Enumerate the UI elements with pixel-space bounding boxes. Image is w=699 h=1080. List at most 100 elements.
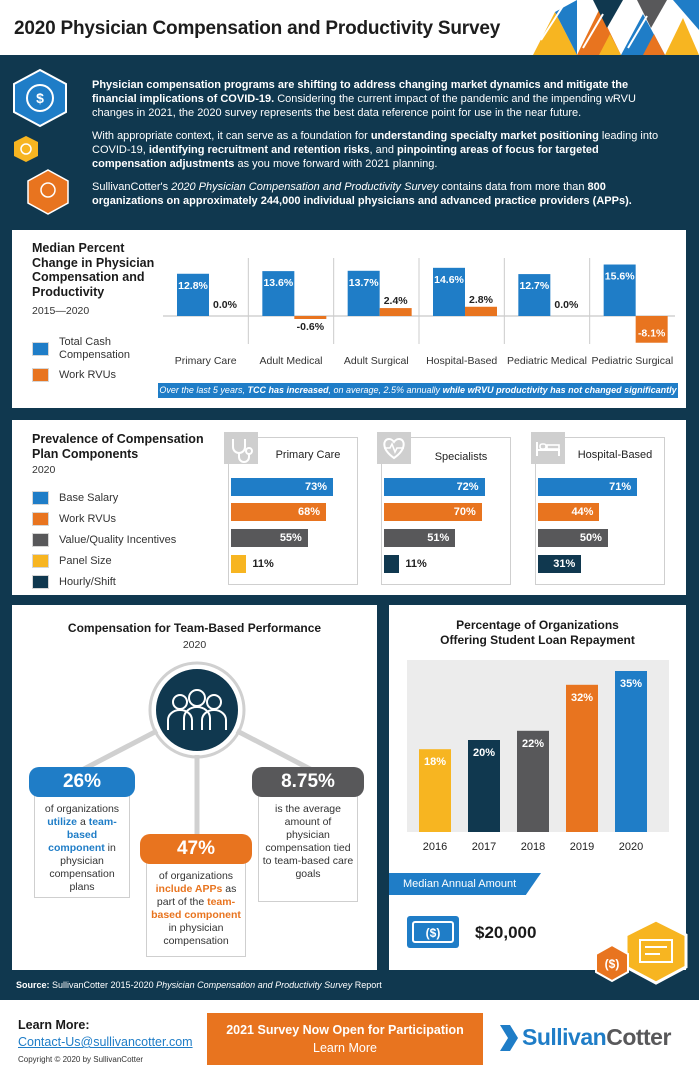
source-note: Source: SullivanCotter 2015-2020 Physici… [16, 980, 382, 990]
category-label: Hospital-Based [426, 355, 497, 367]
legend-swatch-blue [32, 342, 49, 356]
intro-text: Physician compensation programs are shif… [92, 78, 672, 217]
loan-bar [566, 684, 598, 832]
prevalence-bar-label: 11% [252, 558, 274, 570]
wrvu-label: 0.0% [554, 299, 579, 311]
team-connector-lines [80, 661, 314, 838]
prevalence-heading: Prevalence of Compensation Plan Componen… [32, 432, 204, 461]
stethoscope-icon [224, 432, 258, 464]
legend-work-rvus-2: Work RVUs [32, 508, 176, 529]
learn-more-label: Learn More: [18, 1018, 90, 1032]
tcc-label: 12.7% [519, 280, 549, 292]
loan-year-label: 2016 [423, 841, 447, 853]
stat1-card [34, 780, 130, 898]
contact-email-link[interactable]: Contact-Us@sullivancotter.com [18, 1035, 193, 1049]
money-icon: ($) [407, 916, 459, 948]
svg-text:$: $ [36, 90, 44, 106]
loan-bar [419, 749, 451, 832]
heart-pulse-icon [377, 432, 411, 464]
prevalence-bar: 51% [384, 529, 456, 547]
loan-bar [468, 740, 500, 832]
loan-year-label: 2020 [619, 841, 643, 853]
copyright: Copyright © 2020 by SullivanCotter [18, 1055, 144, 1064]
loan-bar-label: 22% [522, 738, 544, 750]
category-label: Pediatric Surgical [591, 355, 673, 367]
loan-bar-label: 18% [424, 756, 446, 768]
legend-swatch-orange [32, 368, 49, 382]
prevalence-bar: 31% [538, 555, 582, 573]
primary-care-title: Primary Care [275, 449, 341, 461]
tcc-label: 13.7% [349, 277, 379, 289]
prevalence-bar-label: 11% [405, 558, 427, 570]
loan-year-label: 2017 [472, 841, 496, 853]
team-year: 2020 [182, 639, 207, 651]
prevalence-bar: 55% [231, 529, 308, 547]
loan-chart: 18% 2016 20% 2017 22% 2018 32% 2019 35% 2020 [407, 660, 669, 853]
median-footnote-banner: Over the last 5 years, TCC has increased… [158, 383, 678, 398]
tcc-label: 14.6% [434, 274, 464, 286]
tcc-bar [262, 271, 295, 316]
legend-base-salary: Base Salary [32, 487, 176, 508]
survey-cta-button[interactable]: 2021 Survey Now Open for Participation L… [207, 1013, 483, 1065]
median-chart-years: 2015—2020 [32, 305, 90, 317]
loan-heading: Percentage of Organizations Offering Stud… [440, 618, 635, 647]
prevalence-bar: 73% [231, 478, 333, 496]
loan-year-label: 2018 [521, 841, 545, 853]
care-team-icon [167, 689, 227, 730]
wrvu-bar [465, 306, 497, 316]
wrvu-bar [379, 308, 412, 316]
category-label: Primary Care [175, 355, 237, 367]
prevalence-legend: Base Salary Work RVUs Value/Quality Ince… [32, 487, 176, 592]
tcc-label: 12.8% [178, 280, 208, 292]
stat3-card [258, 780, 358, 902]
intro-paragraph-2: With appropriate context, it can serve a… [92, 130, 659, 170]
prevalence-bar [384, 555, 400, 573]
median-change-chart: 12.8% 0.0% Primary Care 13.6% -0.6% Adult Med… [163, 258, 675, 367]
hospital-based-title: Hospital-Based [577, 449, 653, 461]
median-change-panel [12, 230, 686, 408]
loan-bar-label: 32% [571, 692, 593, 704]
legend-total-cash: Total Cash Compensation [32, 336, 162, 362]
certificate-icon: ($) [595, 918, 688, 985]
stat2-desc: of organizations include APPs as part of… [151, 870, 241, 947]
prevalence-bar: 68% [231, 503, 326, 521]
wrvu-label: -8.1% [638, 328, 666, 340]
wrvu-label: 2.8% [469, 294, 494, 306]
hospital-bed-icon [531, 432, 565, 464]
tcc-bar [347, 270, 380, 316]
legend-hourly-shift: Hourly/Shift [32, 571, 176, 592]
median-annual-value: $20,000 [475, 923, 537, 942]
tcc-label: 15.6% [605, 271, 635, 283]
median-chart-heading: Median Percent Change in Physician Compe… [32, 241, 155, 299]
svg-text:($): ($) [426, 926, 441, 940]
wrvu-bar [635, 316, 668, 343]
category-label: Adult Medical [259, 355, 322, 367]
prevalence-bar: 44% [538, 503, 600, 521]
prevalence-year: 2020 [32, 464, 56, 476]
loan-bar-label: 35% [620, 678, 642, 690]
wrvu-label: 2.4% [384, 295, 409, 307]
loan-bar [517, 730, 549, 832]
tcc-bar [433, 267, 465, 316]
specialists-title: Specialists [434, 451, 488, 463]
stat2-value: 47% [140, 834, 252, 864]
team-heading: Compensation for Team-Based Performance [67, 621, 322, 635]
sullivancotter-logo: SullivanCotter [522, 1024, 671, 1050]
legend-work-rvus: Work RVUs [32, 368, 162, 382]
sullivancotter-logo-mark [500, 1025, 518, 1051]
tcc-bar [603, 264, 636, 316]
loan-year-label: 2019 [570, 841, 594, 853]
loan-bar-label: 20% [473, 747, 495, 759]
prevalence-bar [231, 555, 247, 573]
wrvu-label: 0.0% [213, 299, 238, 311]
intro-paragraph-3: SullivanCotter's 2020 Physician Compensa… [92, 181, 632, 207]
stat1-desc: of organizations utilize a team-based co… [44, 803, 120, 893]
category-label: Pediatric Medical [507, 355, 587, 367]
loan-bar [615, 671, 647, 832]
tcc-bar [177, 273, 209, 316]
tcc-bar [518, 274, 551, 316]
stat1-value: 26% [29, 767, 135, 797]
median-annual-label: Median Annual Amount [389, 873, 541, 895]
page-title: 2020 Physician Compensation and Producti… [14, 18, 501, 39]
tcc-label: 13.6% [263, 277, 293, 289]
